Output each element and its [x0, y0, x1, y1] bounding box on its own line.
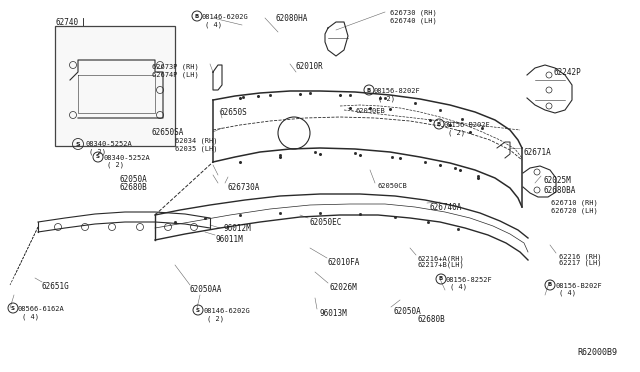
- Text: B: B: [367, 87, 371, 93]
- Text: ( 2): ( 2): [378, 95, 395, 102]
- Text: 96011M: 96011M: [215, 235, 243, 244]
- Text: 08156-8202F: 08156-8202F: [374, 88, 420, 94]
- FancyBboxPatch shape: [55, 26, 175, 146]
- Text: 62010R: 62010R: [296, 62, 324, 71]
- Text: 08156-B202F: 08156-B202F: [444, 122, 491, 128]
- Text: ( 2): ( 2): [207, 315, 224, 321]
- Text: ( 4): ( 4): [450, 284, 467, 291]
- Text: R62000B9: R62000B9: [577, 348, 617, 357]
- Text: 62050CB: 62050CB: [378, 183, 408, 189]
- Text: 62680BA: 62680BA: [544, 186, 577, 195]
- Text: ( 4): ( 4): [22, 313, 39, 320]
- Text: 62010FA: 62010FA: [328, 258, 360, 267]
- Text: 08146-6202G: 08146-6202G: [203, 308, 250, 314]
- Text: 62050AA: 62050AA: [190, 285, 222, 294]
- Text: 626730A: 626730A: [228, 183, 260, 192]
- Text: 96013M: 96013M: [319, 309, 347, 318]
- Text: 62674P (LH): 62674P (LH): [152, 71, 199, 77]
- Text: 62650SA: 62650SA: [152, 128, 184, 137]
- Text: 62050A: 62050A: [393, 307, 420, 316]
- Text: S: S: [196, 308, 200, 312]
- Text: B: B: [439, 276, 443, 282]
- Text: 08156-B202F: 08156-B202F: [555, 283, 602, 289]
- Text: ( 4): ( 4): [205, 21, 222, 28]
- Text: S: S: [76, 141, 80, 147]
- Text: 62025M: 62025M: [544, 176, 572, 185]
- Text: 62671A: 62671A: [524, 148, 552, 157]
- Text: ( 2): ( 2): [89, 149, 106, 155]
- Text: S: S: [96, 154, 100, 160]
- Text: 08566-6162A: 08566-6162A: [18, 306, 65, 312]
- Text: 08340-5252A: 08340-5252A: [103, 155, 150, 161]
- Text: 62680B: 62680B: [120, 183, 148, 192]
- Text: S: S: [11, 305, 15, 311]
- Text: B: B: [548, 282, 552, 288]
- Text: 62216 (RH): 62216 (RH): [559, 253, 602, 260]
- Text: 08340-5252A: 08340-5252A: [85, 141, 132, 147]
- Text: 62217 (LH): 62217 (LH): [559, 260, 602, 266]
- Text: 62034 (RH): 62034 (RH): [175, 138, 218, 144]
- Text: 62050A: 62050A: [120, 175, 148, 184]
- Text: 08146-6202G: 08146-6202G: [202, 14, 249, 20]
- Text: 62050EB: 62050EB: [356, 108, 386, 114]
- Text: 62217+B(LH): 62217+B(LH): [418, 262, 465, 269]
- Text: 96012M: 96012M: [224, 224, 252, 233]
- Text: 08156-8252F: 08156-8252F: [446, 277, 493, 283]
- Text: 626730 (RH): 626730 (RH): [390, 10, 436, 16]
- Text: ( 2): ( 2): [107, 162, 124, 169]
- Text: 62216+A(RH): 62216+A(RH): [418, 255, 465, 262]
- Text: B: B: [195, 13, 199, 19]
- Text: 62026M: 62026M: [330, 283, 358, 292]
- Text: 626740A: 626740A: [430, 203, 462, 212]
- Text: ( 4): ( 4): [559, 290, 576, 296]
- Text: 62650S: 62650S: [220, 108, 248, 117]
- Text: 62651G: 62651G: [42, 282, 70, 291]
- Text: 62673P (RH): 62673P (RH): [152, 64, 199, 71]
- Text: ( 2): ( 2): [448, 129, 465, 135]
- Text: 62035 (LH): 62035 (LH): [175, 145, 218, 151]
- Text: 62680B: 62680B: [418, 315, 445, 324]
- Text: 62050EC: 62050EC: [310, 218, 342, 227]
- Text: 62242P: 62242P: [554, 68, 582, 77]
- Text: 626710 (RH): 626710 (RH): [551, 200, 598, 206]
- Text: B: B: [437, 122, 441, 126]
- Text: 62080HA: 62080HA: [275, 14, 307, 23]
- Text: 626740 (LH): 626740 (LH): [390, 17, 436, 23]
- Text: 626720 (LH): 626720 (LH): [551, 207, 598, 214]
- Text: 62740: 62740: [55, 18, 78, 27]
